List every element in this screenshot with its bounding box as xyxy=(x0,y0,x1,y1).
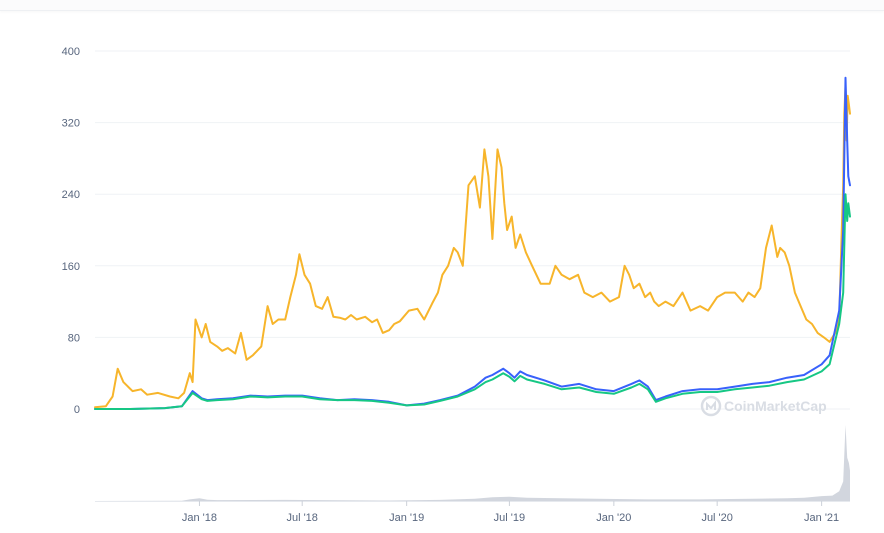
top-bar xyxy=(0,0,884,11)
y-tick-label: 0 xyxy=(74,404,80,416)
volume-area xyxy=(95,425,850,501)
y-tick-label: 160 xyxy=(62,261,80,273)
volume-bars xyxy=(95,425,850,501)
y-tick-label: 320 xyxy=(62,118,80,130)
series-line-3 xyxy=(94,193,851,410)
x-tick-label: Jan '20 xyxy=(596,512,631,524)
series-line-1 xyxy=(94,85,851,409)
x-tick-label: Jul '18 xyxy=(286,512,317,524)
series-lines xyxy=(94,76,851,410)
x-tick-label: Jan '21 xyxy=(804,512,839,524)
coinmarketcap-logo-icon xyxy=(700,395,722,417)
y-tick-label: 400 xyxy=(62,46,80,58)
x-tick-label: Jan '18 xyxy=(182,512,217,524)
y-tick-label: 240 xyxy=(62,189,80,201)
watermark-text: CoinMarketCap xyxy=(724,398,827,414)
grid-lines xyxy=(95,50,850,502)
x-tick-label: Jul '19 xyxy=(494,512,525,524)
x-tick-label: Jul '20 xyxy=(701,512,732,524)
y-tick-label: 80 xyxy=(68,332,80,344)
series-line-2 xyxy=(94,76,851,410)
x-axis: Jan '18 Jul '18 Jan '19 Jul '19 Jan '20 Jul '… xyxy=(182,501,839,524)
y-axis: 0 80 160 240 320 400 xyxy=(62,46,80,416)
x-tick-label: Jan '19 xyxy=(389,512,424,524)
watermark: CoinMarketCap xyxy=(700,395,827,417)
